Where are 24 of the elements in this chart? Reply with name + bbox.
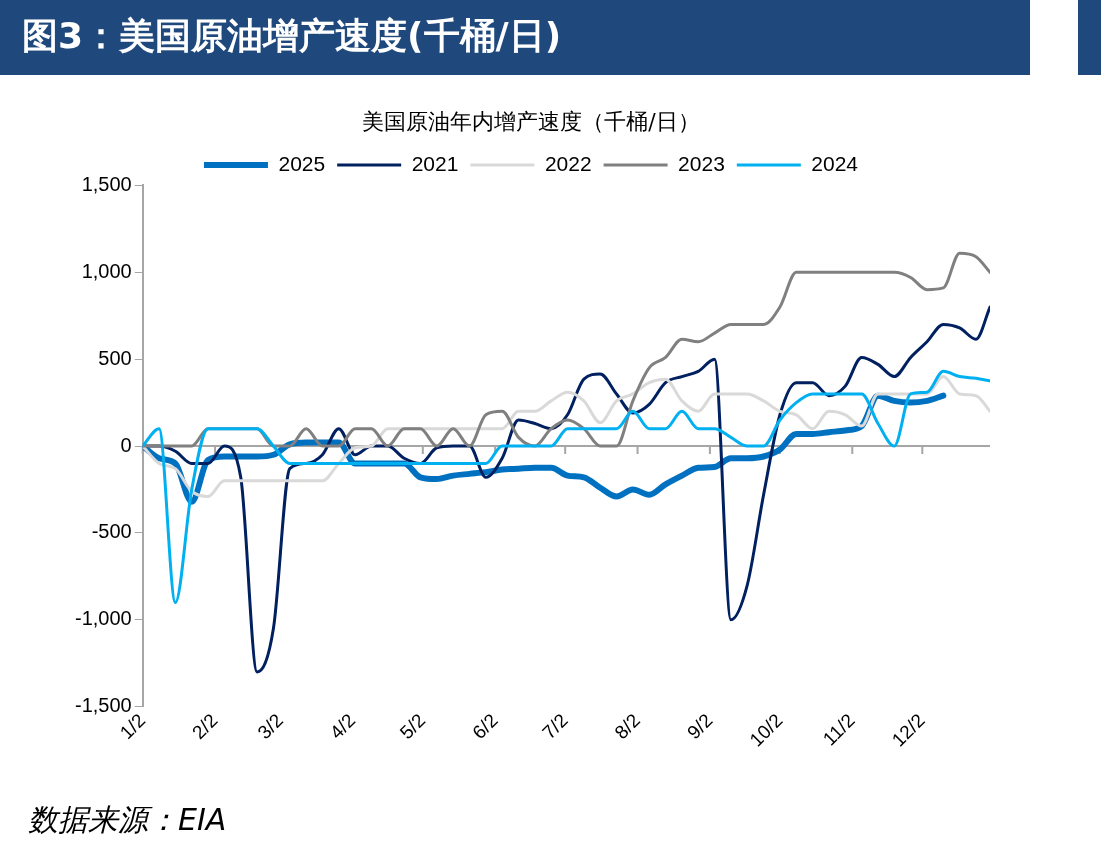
y-tick-label: 1,500 (81, 172, 132, 195)
legend-label: 2024 (811, 151, 859, 175)
x-tick-label: 3/2 (253, 709, 287, 743)
chart-subtitle: 美国原油年内增产速度（千桶/日） (362, 108, 700, 134)
x-tick-label: 8/2 (610, 709, 645, 743)
x-tick-label: 9/2 (682, 709, 717, 743)
x-tick-label: 5/2 (395, 709, 430, 743)
source-note: 数据来源：EIA (28, 801, 227, 839)
x-tick-label: 11/2 (818, 709, 859, 750)
legend-label: 2025 (278, 151, 326, 175)
legend-label: 2021 (411, 151, 459, 175)
x-tick-label: 6/2 (468, 709, 502, 743)
x-tick-label: 4/2 (325, 709, 360, 743)
x-tick-label: 7/2 (538, 709, 572, 743)
y-tick-label: 500 (98, 346, 132, 369)
legend-label: 2022 (544, 151, 592, 175)
y-tick-label: 1,000 (81, 259, 132, 282)
y-tick-label: -500 (91, 520, 132, 543)
legend-label: 2023 (678, 151, 725, 175)
y-tick-label: 0 (120, 433, 132, 456)
chart-title: 图3：美国原油增产速度(千桶/日) (22, 14, 562, 58)
x-tick-label: 2/2 (188, 709, 222, 743)
y-tick-label: -1,000 (74, 607, 132, 630)
y-tick-label: -1,500 (74, 694, 132, 717)
